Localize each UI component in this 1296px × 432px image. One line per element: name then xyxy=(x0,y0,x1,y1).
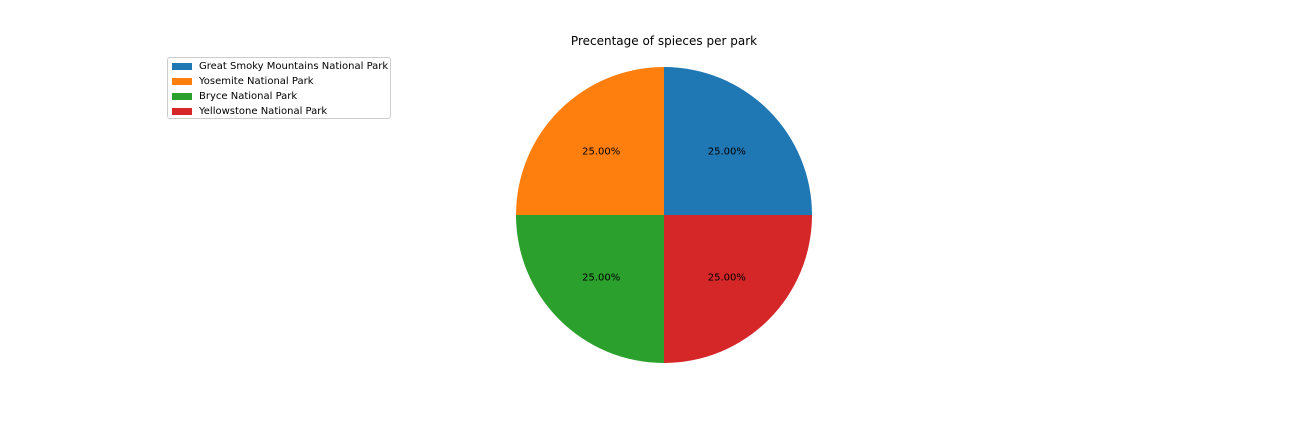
pie-slice-yellowstone-national-park xyxy=(664,215,812,363)
slice-percent-label: 25.00% xyxy=(708,272,746,283)
legend-label: Bryce National Park xyxy=(199,90,298,102)
legend-item-yosemite-national-park: Yosemite National Park xyxy=(172,75,314,87)
pie-slice-great-smoky-mountains-national-park xyxy=(664,67,812,215)
legend-item-bryce-national-park: Bryce National Park xyxy=(172,90,297,102)
pie-slice-yosemite-national-park xyxy=(516,67,664,215)
legend-label: Great Smoky Mountains National Park xyxy=(199,60,389,72)
slice-percent-label: 25.00% xyxy=(582,147,620,158)
legend-item-yellowstone-national-park: Yellowstone National Park xyxy=(172,105,327,117)
legend-label: Yosemite National Park xyxy=(199,75,314,87)
legend-swatch xyxy=(172,77,192,85)
pie-slice-bryce-national-park xyxy=(516,215,664,363)
slice-percent-label: 25.00% xyxy=(582,272,620,283)
legend-item-great-smoky-mountains-national-park: Great Smoky Mountains National Park xyxy=(172,60,388,72)
legend-swatch xyxy=(172,92,192,100)
chart-title: Precentage of spieces per park xyxy=(570,34,758,48)
legend-label: Yellowstone National Park xyxy=(199,105,328,117)
legend-swatch xyxy=(172,62,192,70)
chart-legend: Great Smoky Mountains National Park Yosem… xyxy=(167,57,391,119)
slice-percent-label: 25.00% xyxy=(708,147,746,158)
legend-swatch xyxy=(172,107,192,115)
